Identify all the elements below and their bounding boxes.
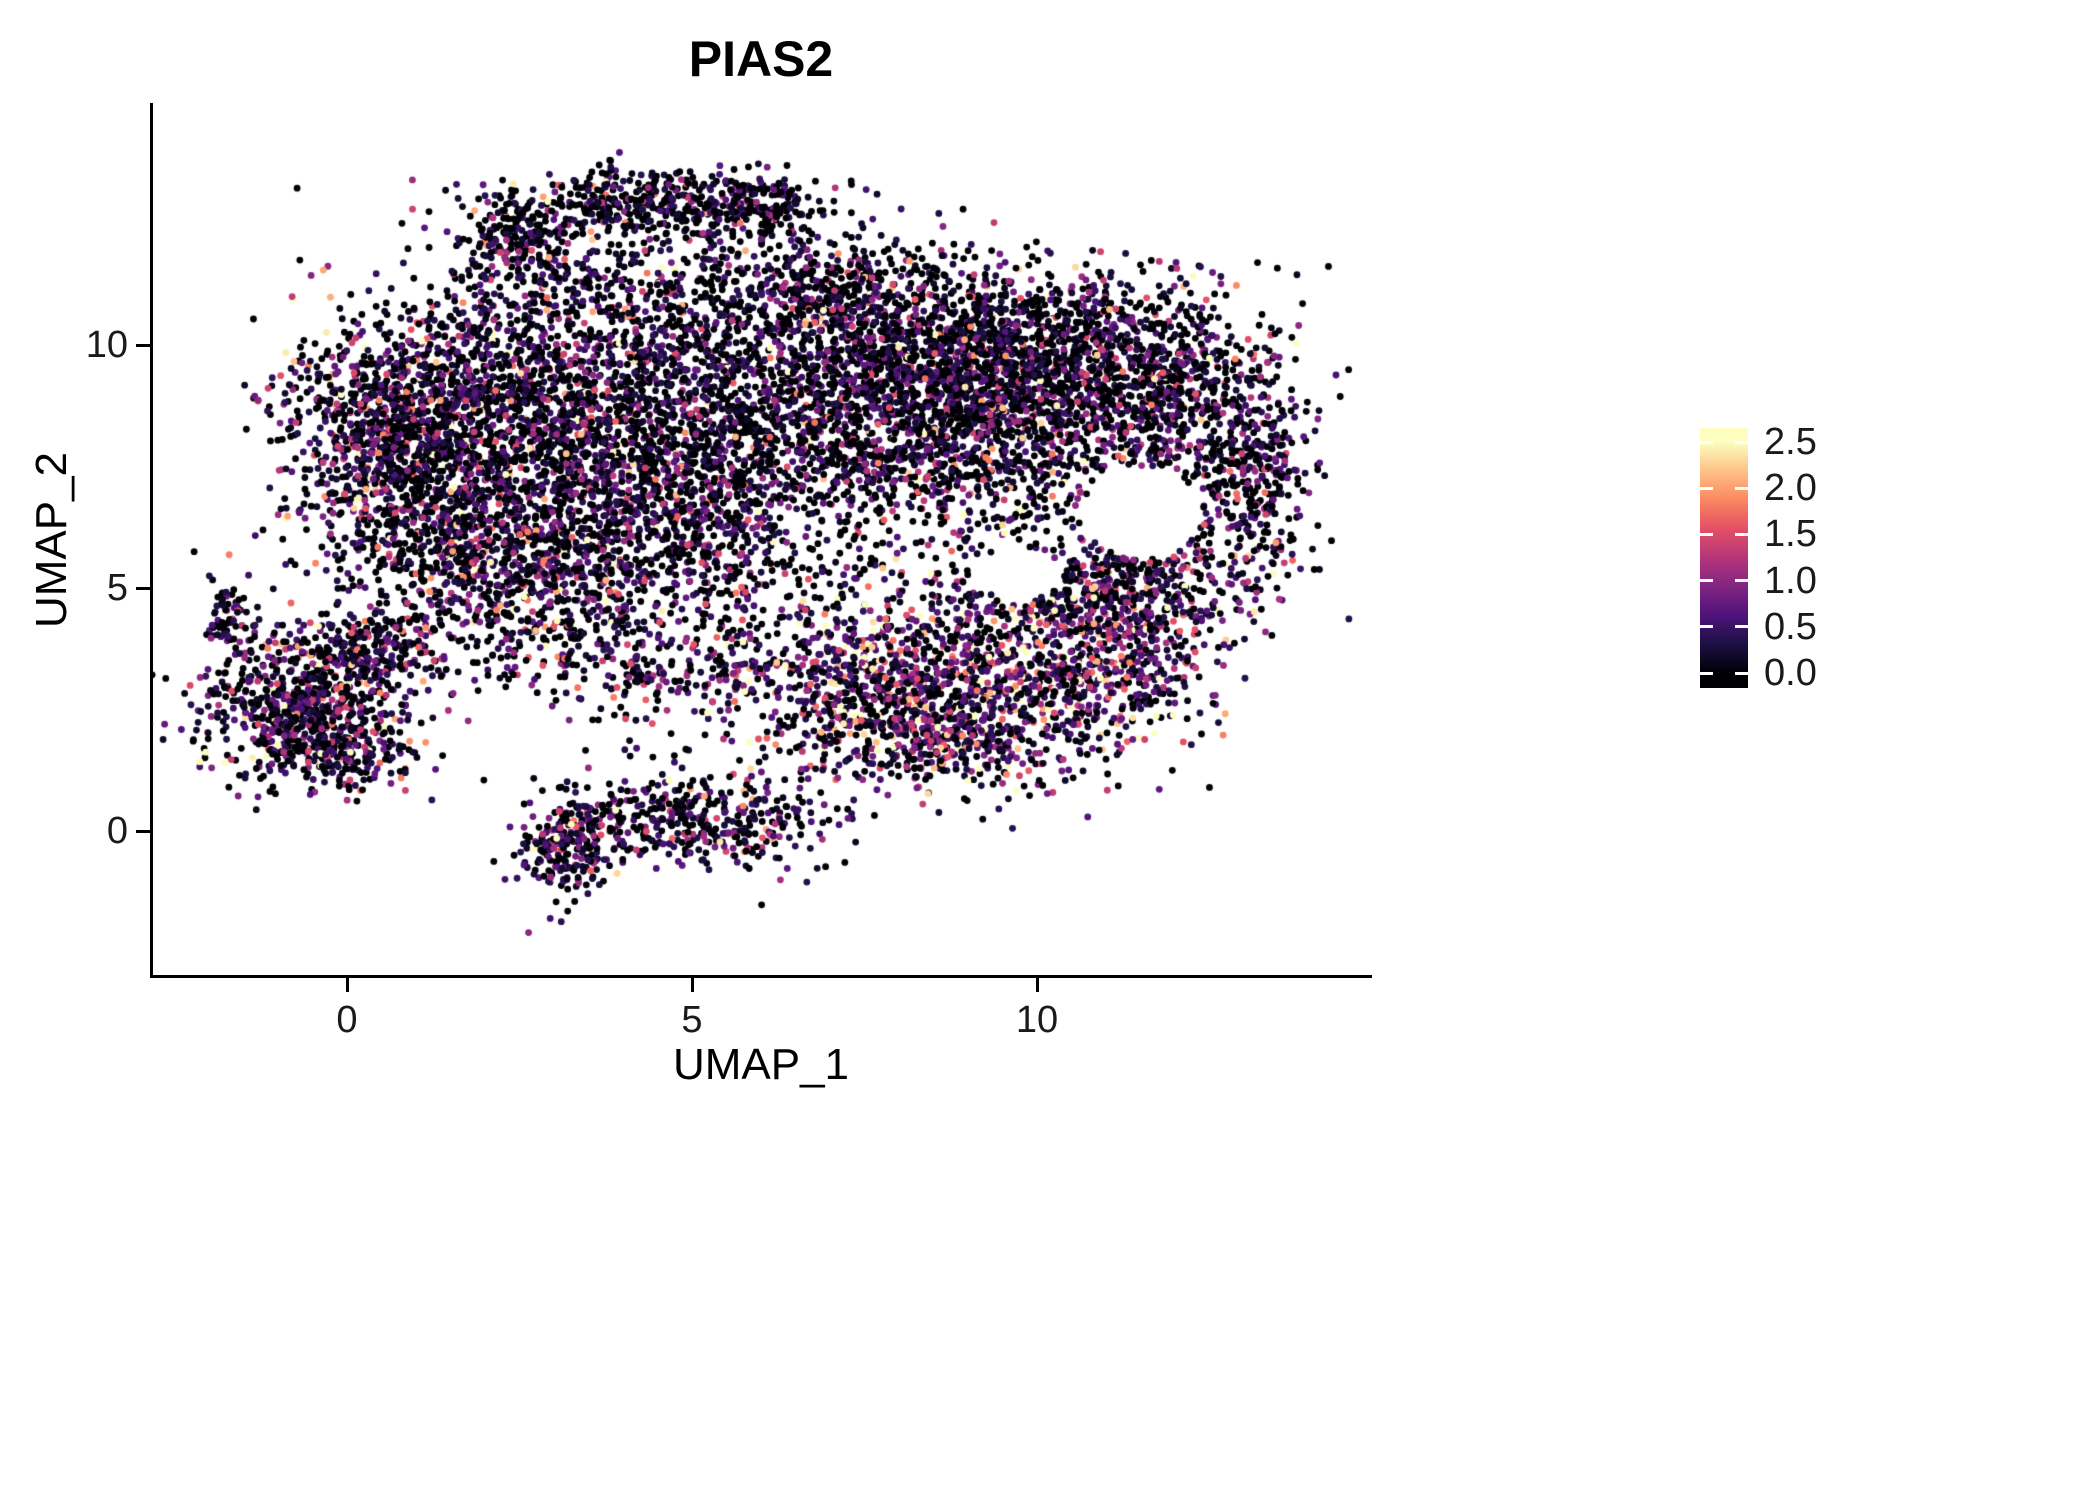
x-tick-mark — [345, 978, 349, 992]
y-axis-label: UMAP_2 — [27, 451, 76, 629]
y-tick-mark — [136, 586, 150, 590]
y-tick-mark — [136, 343, 150, 347]
colorbar-tick-mark — [1700, 532, 1713, 536]
x-tick-label: 0 — [336, 999, 358, 1041]
colorbar-gradient — [1700, 428, 1748, 688]
colorbar-tick-label: 2.0 — [1764, 467, 1817, 510]
y-tick-mark — [136, 829, 150, 833]
scatter-canvas — [152, 104, 1370, 975]
y-axis-line — [150, 103, 153, 978]
x-axis-line — [150, 975, 1372, 978]
y-tick-label: 10 — [85, 324, 128, 366]
colorbar-tick-mark — [1735, 532, 1748, 536]
y-tick-label: 5 — [106, 567, 128, 609]
colorbar-tick-mark — [1700, 486, 1713, 490]
colorbar-tick-mark — [1735, 486, 1748, 490]
x-tick-label: 5 — [681, 999, 703, 1041]
colorbar-tick-label: 2.5 — [1764, 421, 1817, 463]
colorbar-tick-mark — [1700, 671, 1713, 675]
x-tick-mark — [1035, 978, 1039, 992]
colorbar-tick-mark — [1735, 440, 1748, 444]
x-axis-label: UMAP_1 — [672, 1040, 850, 1089]
colorbar-tick-label: 1.5 — [1764, 513, 1817, 556]
colorbar-tick-mark — [1700, 440, 1713, 444]
colorbar-tick-label: 0.0 — [1764, 652, 1817, 694]
x-tick-label: 10 — [1015, 999, 1059, 1041]
colorbar-tick-label: 0.5 — [1764, 605, 1817, 648]
colorbar-tick-mark — [1735, 579, 1748, 583]
colorbar-tick-mark — [1700, 579, 1713, 583]
x-tick-mark — [690, 978, 694, 992]
colorbar-tick-mark — [1735, 671, 1748, 675]
colorbar-tick-label: 1.0 — [1764, 559, 1817, 602]
colorbar-tick-mark — [1735, 625, 1748, 629]
plot-title: PIAS2 — [688, 31, 834, 87]
colorbar-tick-mark — [1700, 625, 1713, 629]
y-tick-label: 0 — [106, 810, 128, 852]
